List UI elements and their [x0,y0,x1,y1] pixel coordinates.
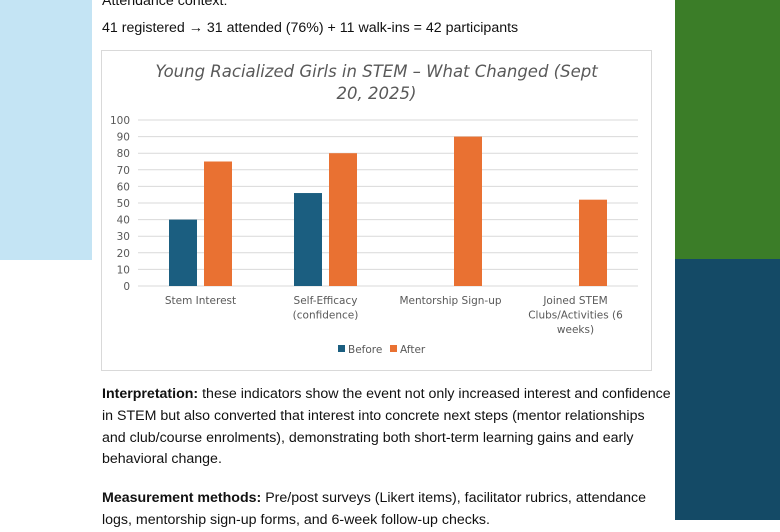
y-tick-label: 60 [117,181,130,193]
y-tick-label: 80 [117,148,130,160]
x-category-label: Stem Interest [165,295,236,307]
legend-label-before: Before [348,344,382,356]
chart-title-line-2: 20, 2025) [336,84,417,103]
interpretation-text: these indicators show the event not only… [102,386,671,468]
y-tick-label: 100 [110,115,130,127]
chart-title: Young Racialized Girls in STEM – What Ch… [102,61,651,105]
bar-after [329,153,357,286]
x-category-label: (confidence) [293,310,359,322]
legend-label-after: After [400,344,426,356]
attendance-heading: Attendance context: [102,0,228,9]
y-tick-label: 0 [123,281,130,293]
legend-swatch-before [338,345,345,352]
x-category-label: Joined STEM [542,295,607,307]
y-tick-label: 20 [117,248,130,260]
legend-swatch-after [390,345,397,352]
x-category-label: Mentorship Sign-up [399,295,501,307]
right-decorative-panel-blue [675,259,780,520]
y-tick-label: 70 [117,165,130,177]
y-tick-label: 40 [117,215,130,227]
y-tick-label: 30 [117,231,130,243]
x-category-label: weeks) [557,324,594,336]
interpretation-label: Interpretation: [102,386,199,402]
right-decorative-panel-green [675,0,780,259]
x-category-label: Clubs/Activities (6 [528,310,623,322]
x-category-label: Self-Efficacy [294,295,358,307]
interpretation-paragraph: Interpretation: these indicators show th… [102,384,672,471]
bar-chart: 0 10 20 30 40 50 60 70 80 90 100 Stem Interest Self-… [110,115,638,356]
chart-title-line-1: Young Racialized Girls in STEM – What Ch… [155,62,598,81]
attendance-summary: 41 registered → 31 attended (76%) + 11 w… [102,20,519,36]
chart-container: Young Racialized Girls in STEM – What Ch… [101,50,652,371]
y-tick-label: 10 [117,264,130,276]
methods-paragraph: Measurement methods: Pre/post surveys (L… [102,488,672,532]
bar-after [204,161,232,286]
methods-label: Measurement methods: [102,490,262,506]
document-page: Attendance context: 41 registered → 31 a… [92,0,675,528]
bar-after [454,136,482,286]
y-tick-label: 50 [117,198,130,210]
y-tick-label: 90 [117,132,130,144]
bar-after [579,199,607,286]
bar-before [169,219,197,286]
bar-before [294,193,322,286]
left-decorative-panel [0,0,92,260]
